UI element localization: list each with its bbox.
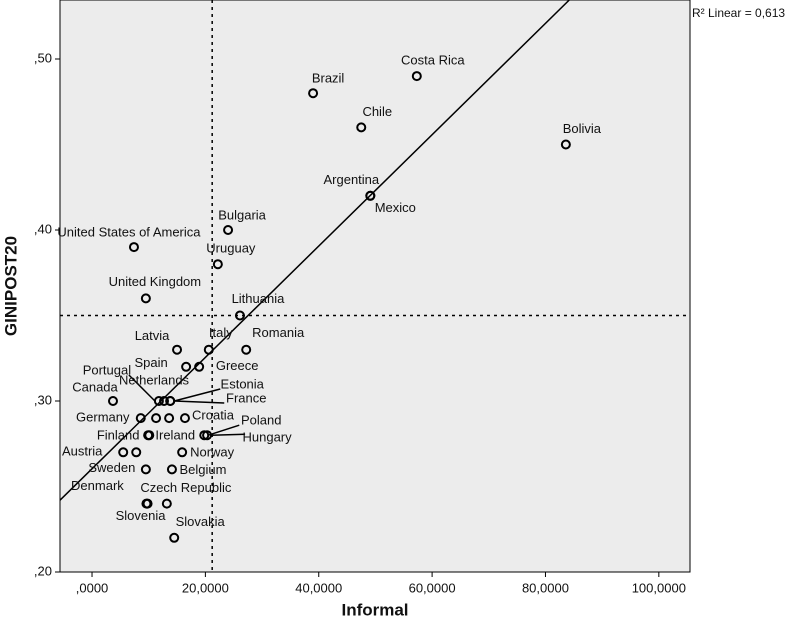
data-point: [107, 395, 118, 406]
data-point: [166, 464, 177, 475]
data-point: [161, 498, 172, 509]
point-label: Germany: [76, 410, 130, 425]
point-label: Denmark: [71, 478, 124, 493]
data-point: [131, 447, 142, 458]
point-label: Chile: [362, 104, 392, 119]
point-label: Argentina: [323, 172, 379, 187]
x-tick-label: 20,0000: [182, 580, 229, 595]
data-point: [177, 447, 188, 458]
point-label: Ireland: [155, 428, 195, 443]
data-point: [181, 361, 192, 372]
data-point: [308, 88, 319, 99]
point-label: Slovenia: [116, 508, 167, 523]
y-tick-label: ,30: [34, 392, 52, 407]
data-point: [223, 224, 234, 235]
x-tick-label: 40,0000: [295, 580, 342, 595]
data-point: [118, 447, 129, 458]
data-point: [241, 344, 252, 355]
point-label: Latvia: [135, 328, 170, 343]
data-point: [234, 310, 245, 321]
point-label: Italy: [209, 325, 233, 340]
x-tick-label: ,0000: [76, 580, 109, 595]
point-label: Finland: [97, 428, 140, 443]
point-label: Mexico: [375, 200, 416, 215]
point-label: Czech Republic: [140, 480, 232, 495]
data-point: [142, 498, 153, 509]
data-point: [151, 413, 162, 424]
x-tick-label: 60,0000: [409, 580, 456, 595]
data-point: [164, 413, 175, 424]
point-label: Norway: [190, 445, 235, 460]
data-point: [172, 344, 183, 355]
leader-line: [174, 400, 225, 404]
y-tick-label: ,50: [34, 50, 52, 65]
point-label: Bulgaria: [218, 207, 266, 222]
data-point: [365, 190, 376, 201]
x-tick-label: 80,0000: [522, 580, 569, 595]
point-label: Portugal: [83, 362, 132, 377]
y-axis-title: GINIPOST20: [1, 236, 20, 336]
y-tick-label: ,40: [34, 221, 52, 236]
data-point: [140, 464, 151, 475]
data-point: [159, 395, 170, 406]
point-label: Canada: [72, 379, 118, 394]
point-label: Croatia: [192, 408, 235, 423]
r-squared-annotation: R² Linear = 0,613: [692, 6, 785, 20]
point-label: France: [226, 390, 266, 405]
point-label: Austria: [62, 444, 103, 459]
y-tick-label: ,20: [34, 563, 52, 578]
point-label: Brazil: [312, 71, 345, 86]
point-label: Romania: [252, 325, 305, 340]
x-tick-label: 100,0000: [632, 580, 686, 595]
data-point: [144, 430, 155, 441]
data-point: [203, 344, 214, 355]
data-point: [135, 413, 146, 424]
data-point: [411, 71, 422, 82]
leader-line: [208, 424, 240, 436]
data-point: [560, 139, 571, 150]
plot-area: [59, 0, 691, 573]
data-point: [128, 242, 139, 253]
leader-line: [211, 433, 246, 436]
point-label: Costa Rica: [401, 53, 465, 68]
point-label: Lithuania: [232, 291, 286, 306]
point-label: Estonia: [221, 376, 265, 391]
point-label: Hungary: [243, 430, 293, 445]
point-label: Netherlands: [119, 372, 190, 387]
leader-line: [128, 374, 156, 402]
data-point: [356, 122, 367, 133]
point-label: Bolivia: [563, 121, 602, 136]
point-label: Uruguay: [206, 241, 256, 256]
data-point: [169, 532, 180, 543]
point-label: Greece: [216, 358, 259, 373]
point-label: Poland: [241, 413, 281, 428]
leader-line: [174, 388, 221, 402]
data-point: [179, 413, 190, 424]
data-point: [194, 361, 205, 372]
data-point: [212, 259, 223, 270]
point-label: United Kingdom: [109, 274, 202, 289]
x-axis-title: Informal: [341, 600, 408, 619]
point-label: United States of America: [57, 225, 201, 240]
point-label: Belgium: [179, 462, 226, 477]
point-label: Sweden: [88, 460, 135, 475]
point-label: Spain: [134, 355, 167, 370]
point-label: Slovakia: [176, 514, 226, 529]
data-point: [140, 293, 151, 304]
